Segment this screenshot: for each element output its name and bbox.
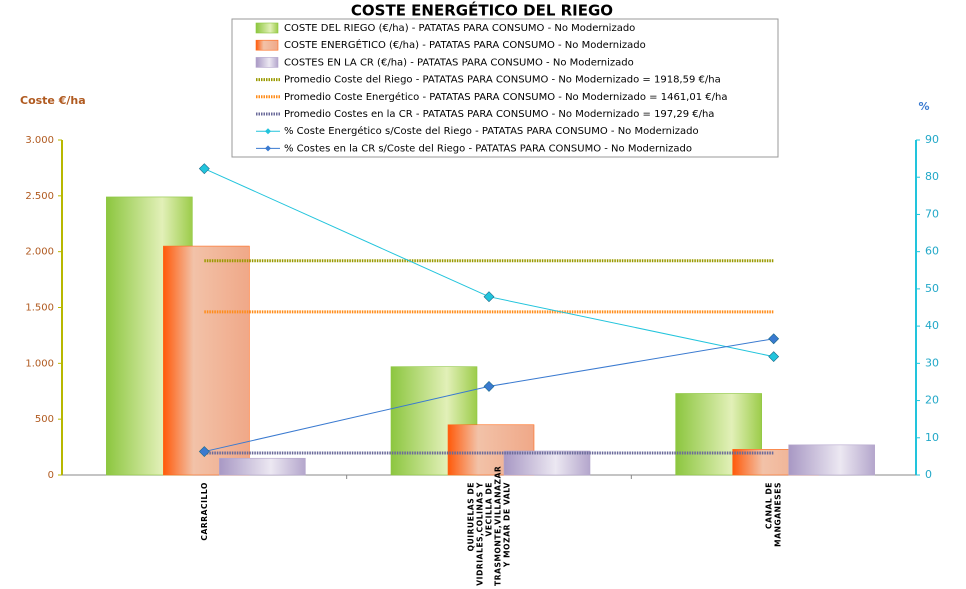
marker <box>483 291 495 303</box>
legend-marker <box>265 128 271 135</box>
y2-tick-label: 30 <box>925 356 939 369</box>
y-tick-label: 3.000 <box>25 135 54 146</box>
y2-tick-label: 10 <box>925 431 939 444</box>
legend-label: COSTE DEL RIEGO (€/ha) - PATATAS PARA CO… <box>284 23 635 34</box>
legend-label: Promedio Costes en la CR - PATATAS PARA … <box>284 109 714 120</box>
legend-label: COSTE ENERGÉTICO (€/ha) - PATATAS PARA C… <box>284 38 646 51</box>
chart-title: COSTE ENERGÉTICO DEL RIEGO <box>351 1 613 20</box>
y-tick-label: 1.000 <box>25 358 54 369</box>
y-tick-label: 1.500 <box>25 303 54 314</box>
legend-swatch <box>255 39 279 51</box>
y-tick-label: 2.000 <box>25 247 54 258</box>
y2-tick-label: 70 <box>925 207 939 220</box>
y2-tick-label: 50 <box>925 282 939 295</box>
legend-marker <box>265 145 271 152</box>
bar <box>788 444 875 476</box>
y2-tick-label: 0 <box>925 468 932 481</box>
marker <box>198 446 210 457</box>
legend-box <box>231 18 779 158</box>
y-axis-label: Coste €/ha <box>20 94 86 107</box>
marker <box>483 380 495 392</box>
bar <box>503 450 591 476</box>
x-tick-label: QUIRUELAS DE VIDRIALES,COLINAS Y VECILLA… <box>466 465 512 586</box>
bar <box>219 457 306 476</box>
marker <box>768 333 780 345</box>
y2-axis-label: % <box>918 100 929 113</box>
y2-tick-label: 60 <box>925 245 939 258</box>
y-tick-label: 0 <box>48 470 54 481</box>
bar <box>163 245 250 476</box>
y2-tick-label: 80 <box>925 170 939 183</box>
x-tick-label: CANAL DE MANGANESES <box>764 482 783 547</box>
y2-tick-label: 40 <box>925 319 939 332</box>
x-tick-label: CARRACILLO <box>199 482 209 541</box>
legend-swatch <box>255 22 279 34</box>
y-tick-label: 2.500 <box>25 191 54 202</box>
legend-label: % Coste Energético s/Coste del Riego - P… <box>284 125 699 137</box>
line <box>204 168 774 358</box>
y2-tick-label: 90 <box>925 133 939 146</box>
marker <box>198 163 210 175</box>
legend-label: Promedio Coste Energético - PATATAS PARA… <box>284 91 727 103</box>
y2-tick-label: 20 <box>925 394 939 407</box>
marker <box>768 351 780 363</box>
y-tick-label: 500 <box>35 414 54 425</box>
legend-swatch <box>255 57 279 68</box>
legend-label: % Costes en la CR s/Coste del Riego - PA… <box>284 143 692 154</box>
legend-label: COSTES EN LA CR (€/ha) - PATATAS PARA CO… <box>284 57 634 68</box>
legend-label: Promedio Coste del Riego - PATATAS PARA … <box>284 75 721 86</box>
